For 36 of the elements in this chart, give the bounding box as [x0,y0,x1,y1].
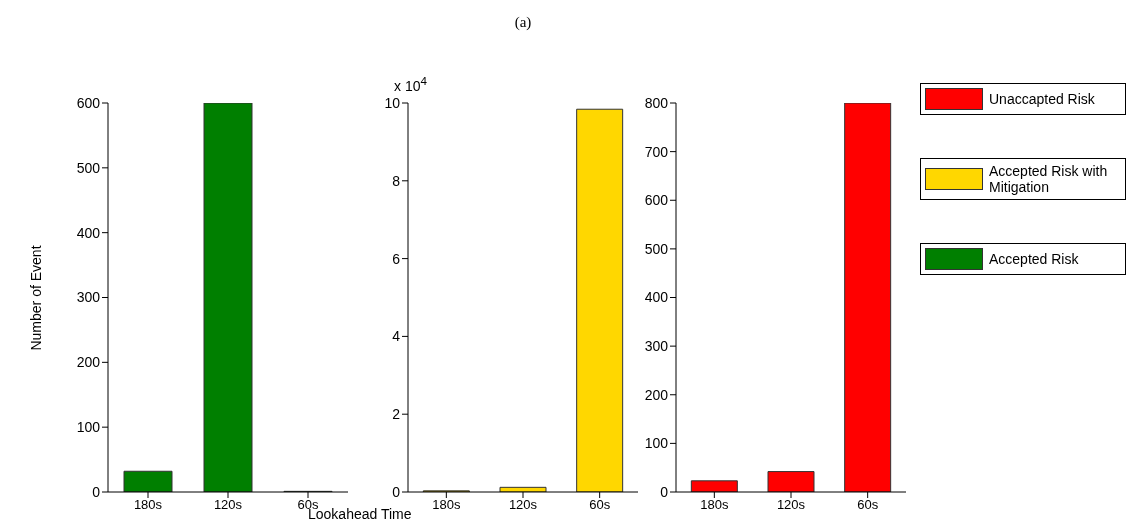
y-tick-label: 300 [76,289,101,306]
y-tick-label: 0 [660,483,669,500]
y-tick-label: 2 [392,406,401,423]
legend-label: Accepted Risk [989,251,1079,267]
y-tick-label: 200 [644,386,669,403]
y-tick-label: 4 [392,328,401,345]
y-tick-label: 0 [392,483,401,500]
y-tick-label: 800 [644,94,669,111]
x-tick-label: 120s [508,497,538,513]
legend-label: Accepted Risk with Mitigation [989,163,1109,195]
chart-title: (a) [513,14,533,31]
y-tick-label: 700 [644,143,669,160]
legend-label: Unaccapted Risk [989,91,1095,107]
y-tick-label: 200 [76,354,101,371]
x-tick-label: 120s [213,497,243,513]
y-tick-label: 300 [644,338,669,355]
y-tick-label: 500 [76,159,101,176]
x-tick-label: 120s [776,497,806,513]
y-tick-label: 500 [644,240,669,257]
x-tick-label: 60s [589,497,611,513]
x-tick-label: 180s [432,497,461,513]
text: x 10$^{4}$ [394,74,427,94]
x-tick-label: 60s [857,497,879,513]
y-tick-label: 100 [644,435,669,452]
y-tick-label: 400 [644,289,669,306]
y-axis-title: Number of Event [28,244,44,353]
y-tick-label: 10 [384,94,401,111]
y-tick-label: 400 [76,224,101,241]
y-tick-label: 100 [76,419,101,436]
x-tick-label: 180s [700,497,729,513]
y-tick-label: 8 [392,172,401,189]
y-tick-label: 600 [76,94,101,111]
x-tick-label: 180s [133,497,163,513]
y-tick-label: 0 [92,483,101,500]
y-tick-label: 6 [392,250,401,267]
y-tick-label: 600 [644,192,669,209]
